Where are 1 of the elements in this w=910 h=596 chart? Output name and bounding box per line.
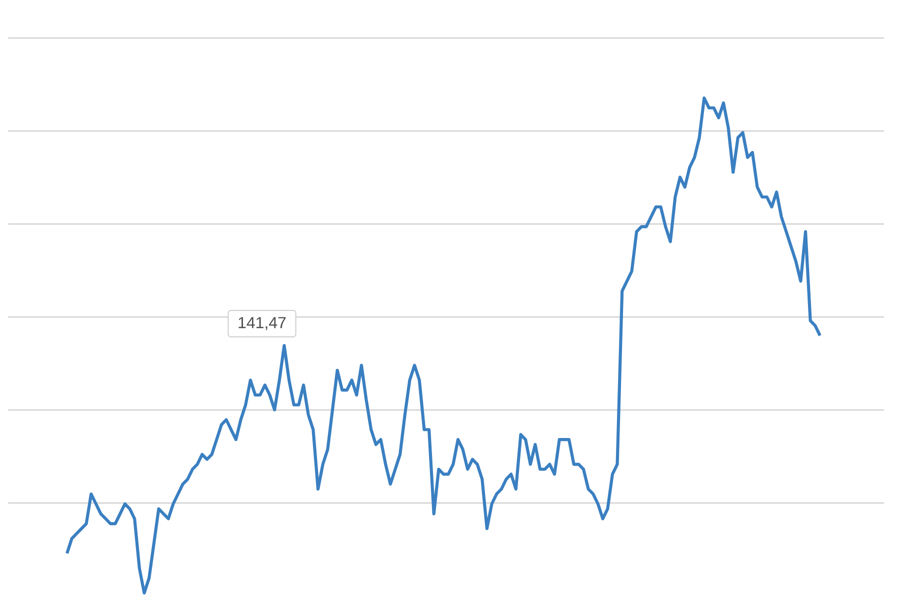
annotation: 141,47: [238, 317, 286, 330]
